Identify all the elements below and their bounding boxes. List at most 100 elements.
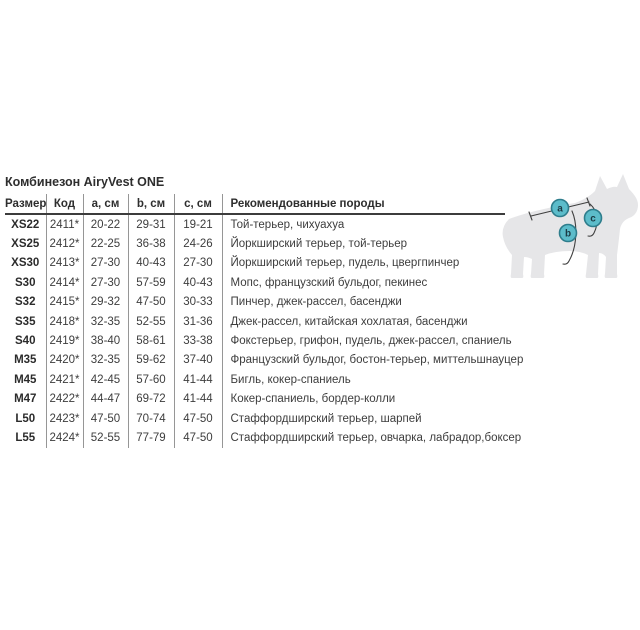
table-row: M35 2420* 32-35 59-62 37-40 Французский бульд… bbox=[5, 350, 523, 371]
cell-a: 47-50 bbox=[82, 408, 128, 429]
cell-code: 2419* bbox=[45, 331, 83, 351]
cell-b: 57-60 bbox=[127, 370, 174, 390]
header-cell-a: a, см bbox=[82, 194, 128, 215]
cell-c: 27-30 bbox=[173, 253, 222, 274]
cell-b: 59-62 bbox=[127, 350, 174, 371]
marker-a: a bbox=[550, 198, 570, 218]
cell-c: 41-44 bbox=[173, 370, 222, 390]
cell-size: S35 bbox=[15, 315, 36, 328]
cell-breeds: Стаффордширский терьер, шарпей bbox=[221, 408, 505, 429]
cell-a: 27-30 bbox=[82, 273, 128, 293]
cell-a: 52-55 bbox=[82, 428, 128, 448]
cell-size: L50 bbox=[15, 412, 36, 425]
cell-size: M45 bbox=[14, 373, 37, 386]
cell-size: M47 bbox=[14, 393, 37, 406]
marker-b-label: b bbox=[565, 229, 571, 240]
table-row: L55 2424* 52-55 77-79 47-50 Стаффордширский т… bbox=[5, 428, 521, 448]
cell-c: 30-33 bbox=[173, 292, 222, 312]
cell-c: 24-26 bbox=[173, 234, 222, 254]
cell-c: 47-50 bbox=[173, 408, 222, 429]
marker-a-label: a bbox=[557, 204, 563, 215]
cell-size: S30 bbox=[15, 276, 36, 289]
cell-b: 40-43 bbox=[127, 253, 174, 274]
cell-code: 2424* bbox=[45, 428, 83, 448]
header-cell-b: b, см bbox=[127, 194, 174, 215]
page-title: Комбинезон AiryVest ONE bbox=[5, 175, 165, 189]
cell-a: 22-25 bbox=[82, 234, 128, 254]
size-table: Размер Код a, см b, см c, см Рекомендова… bbox=[5, 194, 523, 448]
size-table-body: XS22 2411* 20-22 29-31 19-21 Той-терьер, чиху… bbox=[5, 214, 523, 448]
marker-c-label: c bbox=[590, 214, 596, 225]
cell-a: 27-30 bbox=[82, 253, 128, 274]
cell-code: 2418* bbox=[45, 311, 83, 332]
marker-c: c bbox=[583, 208, 603, 228]
cell-b: 58-61 bbox=[127, 331, 174, 351]
cell-b: 69-72 bbox=[127, 389, 174, 409]
cell-code: 2414* bbox=[45, 273, 83, 293]
cell-breeds: Фокстерьер, грифон, пудель, джек-рассел,… bbox=[221, 331, 512, 351]
table-row: S32 2415* 29-32 47-50 30-33 Пинчер, джек-расс… bbox=[5, 292, 505, 312]
cell-size: XS22 bbox=[11, 218, 40, 231]
marker-b: b bbox=[558, 223, 578, 243]
cell-size: XS25 bbox=[11, 238, 40, 251]
cell-c: 33-38 bbox=[173, 331, 222, 351]
cell-c: 31-36 bbox=[173, 311, 222, 332]
cell-breeds: Йоркширский терьер, той-терьер bbox=[221, 234, 505, 254]
cell-size: S32 bbox=[15, 296, 36, 309]
cell-code: 2411* bbox=[45, 214, 83, 235]
cell-a: 38-40 bbox=[82, 331, 128, 351]
cell-a: 42-45 bbox=[82, 370, 128, 390]
cell-b: 77-79 bbox=[127, 428, 174, 448]
cell-breeds: Пинчер, джек-рассел, басенджи bbox=[221, 292, 505, 312]
cell-breeds: Джек-рассел, китайская хохлатая, басендж… bbox=[221, 311, 505, 332]
cell-breeds: Бигль, кокер-спаниель bbox=[221, 370, 505, 390]
table-row: S35 2418* 32-35 52-55 31-36 Джек-рассел, кита… bbox=[5, 311, 505, 332]
table-row: M45 2421* 42-45 57-60 41-44 Бигль, кокер-спан… bbox=[5, 370, 505, 390]
table-row: L50 2423* 47-50 70-74 47-50 Стаффордширский т… bbox=[5, 408, 505, 429]
cell-code: 2415* bbox=[45, 292, 83, 312]
header-cell-size: Размер bbox=[5, 194, 46, 215]
table-row: XS30 2413* 27-30 40-43 27-30 Йоркширский терь… bbox=[5, 253, 505, 274]
cell-b: 47-50 bbox=[127, 292, 174, 312]
cell-code: 2412* bbox=[45, 234, 83, 254]
table-row: XS22 2411* 20-22 29-31 19-21 Той-терьер, чиху… bbox=[5, 214, 505, 235]
cell-b: 52-55 bbox=[127, 311, 174, 332]
cell-c: 47-50 bbox=[173, 428, 222, 448]
table-row: S30 2414* 27-30 57-59 40-43 Мопс, французский… bbox=[5, 273, 505, 293]
cell-a: 44-47 bbox=[82, 389, 128, 409]
cell-b: 36-38 bbox=[127, 234, 174, 254]
cell-c: 19-21 bbox=[173, 214, 222, 235]
cell-code: 2421* bbox=[45, 370, 83, 390]
header-cell-c: c, см bbox=[173, 194, 222, 215]
cell-breeds: Йоркширский терьер, пудель, цвергпинчер bbox=[221, 253, 505, 274]
cell-breeds: Стаффордширский терьер, овчарка, лабрадо… bbox=[221, 428, 521, 448]
cell-b: 29-31 bbox=[127, 214, 174, 235]
cell-code: 2420* bbox=[45, 350, 83, 371]
cell-size: L55 bbox=[15, 431, 36, 444]
header-cell-breeds: Рекомендованные породы bbox=[221, 194, 505, 215]
table-row: M47 2422* 44-47 69-72 41-44 Кокер-спаниель, б… bbox=[5, 389, 505, 409]
cell-c: 40-43 bbox=[173, 273, 222, 293]
cell-a: 29-32 bbox=[82, 292, 128, 312]
cell-breeds: Кокер-спаниель, бордер-колли bbox=[221, 389, 505, 409]
cell-code: 2422* bbox=[45, 389, 83, 409]
table-row: XS25 2412* 22-25 36-38 24-26 Йоркширский терь… bbox=[5, 234, 505, 254]
cell-a: 32-35 bbox=[82, 311, 128, 332]
cell-c: 37-40 bbox=[173, 350, 222, 371]
cell-size: XS30 bbox=[11, 257, 40, 270]
cell-code: 2423* bbox=[45, 408, 83, 429]
cell-b: 70-74 bbox=[127, 408, 174, 429]
cell-code: 2413* bbox=[45, 253, 83, 274]
cell-c: 41-44 bbox=[173, 389, 222, 409]
cell-breeds: Французский бульдог, бостон-терьер, митт… bbox=[221, 350, 523, 371]
cell-b: 57-59 bbox=[127, 273, 174, 293]
cell-breeds: Той-терьер, чихуахуа bbox=[221, 214, 505, 235]
header-cell-code: Код bbox=[45, 194, 83, 215]
table-row: S40 2419* 38-40 58-61 33-38 Фокстерьер, грифо… bbox=[5, 331, 512, 351]
cell-size: S40 bbox=[15, 335, 36, 348]
cell-a: 32-35 bbox=[82, 350, 128, 371]
measure-b-curve bbox=[562, 210, 577, 265]
cell-size: M35 bbox=[14, 354, 37, 367]
cell-a: 20-22 bbox=[82, 214, 128, 235]
